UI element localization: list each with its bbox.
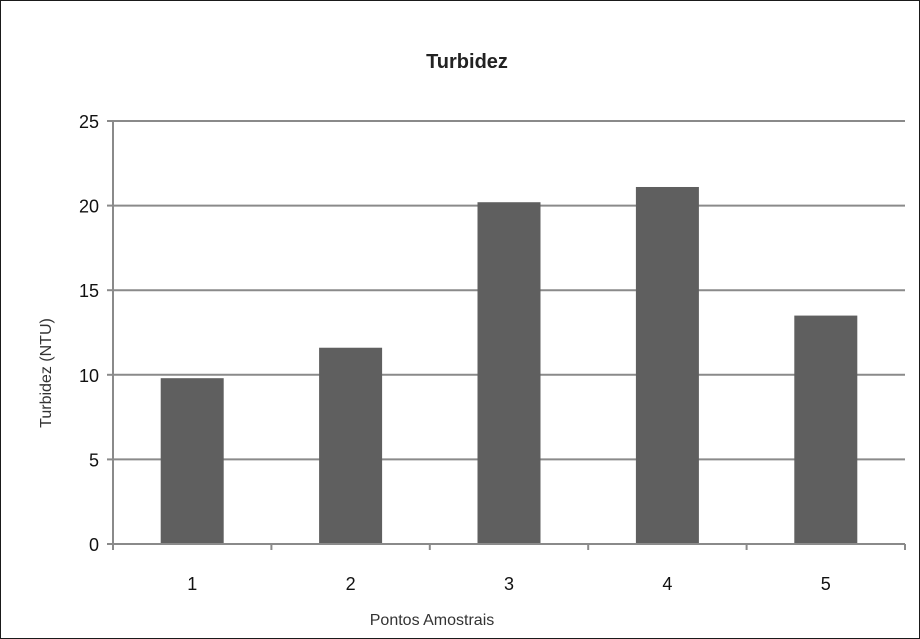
x-tick-label: 4: [662, 574, 672, 594]
x-tick-labels: 1 2 3 4 5: [187, 574, 831, 594]
x-tick-label: 1: [187, 574, 197, 594]
chart-title: Turbidez: [426, 51, 508, 73]
y-tick-label: 10: [79, 366, 99, 386]
x-tick-label: 5: [821, 574, 831, 594]
axes: [107, 120, 906, 550]
y-tick-labels: 0 5 10 15 20 25: [79, 112, 99, 555]
y-tick-label: 20: [79, 197, 99, 217]
x-axis-label: Pontos Amostrais: [370, 612, 495, 629]
y-tick-label: 0: [89, 535, 99, 555]
bar: [477, 202, 541, 544]
bar: [319, 347, 383, 544]
x-tick-label: 2: [346, 574, 356, 594]
x-tick-label: 3: [504, 574, 514, 594]
y-axis-label: Turbidez (NTU): [38, 318, 55, 428]
bar: [794, 315, 858, 544]
bars: [160, 186, 858, 544]
bar: [160, 378, 224, 544]
y-tick-label: 25: [79, 112, 99, 132]
bar: [635, 186, 699, 544]
y-tick-label: 5: [89, 450, 99, 470]
y-tick-label: 15: [79, 281, 99, 301]
